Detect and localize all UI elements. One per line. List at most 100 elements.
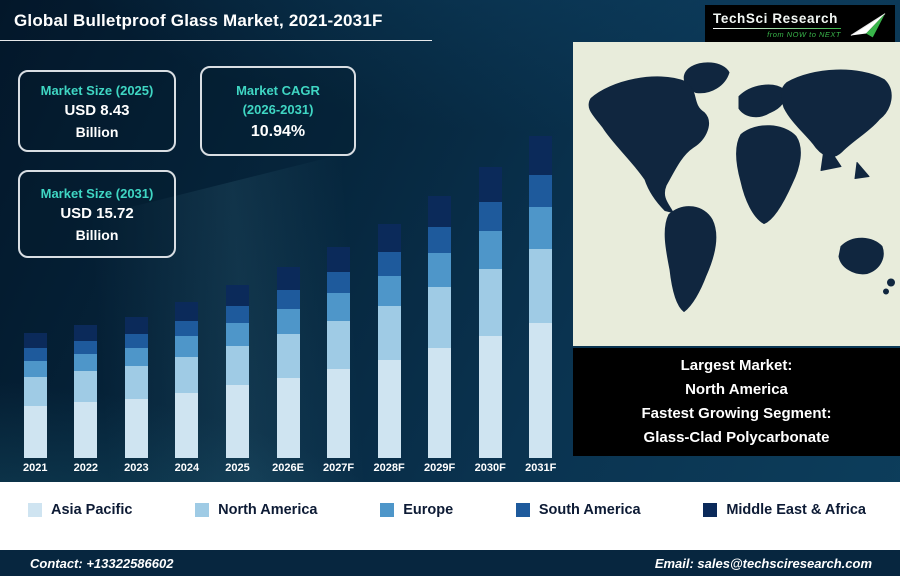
bar-segment [478, 166, 502, 202]
legend-swatch [195, 503, 210, 517]
bar-segment [276, 309, 300, 334]
legend-label: Europe [403, 502, 454, 518]
x-axis-label: 2029F [424, 462, 456, 474]
bar-column-2021 [10, 333, 61, 458]
legend-item-north-america: North America [195, 502, 318, 518]
market-size-2031-card: Market Size (2031) USD 15.72 Billion [18, 170, 176, 258]
note-line-2: North America [685, 381, 788, 398]
bar-segment [377, 224, 401, 253]
bar-segment [327, 369, 351, 458]
legend-item-middle-east-africa: Middle East & Africa [703, 502, 866, 518]
note-line-4: Glass-Clad Polycarbonate [643, 429, 830, 446]
bar-segment [478, 201, 502, 231]
bar-segment [74, 371, 98, 402]
bar-segment [276, 267, 300, 291]
bar-segment [23, 360, 47, 377]
bar-segment [327, 293, 351, 321]
x-axis-label: 2030F [474, 462, 506, 474]
bar-segment [529, 174, 553, 207]
bar-segment [225, 385, 249, 458]
bar-segment [529, 135, 553, 175]
legend-label: South America [538, 502, 641, 518]
bar-segment [175, 302, 199, 321]
legend-swatch [703, 503, 718, 517]
note-line-3: Fastest Growing Segment: [641, 405, 832, 422]
x-axis-label: 2026E [272, 462, 304, 474]
bar-column-2028F [364, 224, 415, 458]
bar-segment [478, 268, 502, 336]
bar-segment [23, 405, 47, 458]
bar-segment [124, 333, 148, 348]
bar-segment [74, 340, 98, 354]
bar-segment [327, 272, 351, 294]
stacked-bar [225, 285, 249, 458]
stacked-bar-chart: 2021 2022 2023 2024 2025 2026E 2027F 2028F 2029F… [10, 126, 566, 474]
market-cagr-card: Market CAGR (2026-2031) 10.94% [200, 66, 356, 156]
legend-swatch [380, 503, 395, 517]
stacked-bar [428, 195, 452, 458]
paper-plane-icon [850, 13, 886, 38]
bar-column-2031F [515, 135, 566, 458]
bar-segment [225, 345, 249, 386]
bar-segment [175, 356, 199, 393]
bar-segment [124, 398, 148, 458]
bar-column-2027F [313, 246, 364, 458]
stacked-bar [124, 316, 148, 458]
bar-segment [225, 305, 249, 324]
x-axis-label: 2025 [225, 462, 250, 474]
bar-segment [529, 248, 553, 323]
chart-x-axis: 2021 2022 2023 2024 2025 2026E 2027F 2028F 2029F… [10, 462, 566, 474]
card-value: USD 8.43 [64, 101, 130, 119]
techsci-logo: TechSci Research from NOW to NEXT [705, 5, 895, 45]
bar-segment [124, 347, 148, 367]
bar-segment [428, 287, 452, 348]
card-label-line2: (2026-2031) [242, 101, 314, 117]
bar-segment [225, 323, 249, 346]
x-axis-label: 2028F [373, 462, 405, 474]
card-label: Market Size (2031) [40, 185, 154, 201]
bar-segment [276, 377, 300, 458]
legend-label: Middle East & Africa [726, 502, 866, 518]
bar-segment [23, 376, 47, 406]
market-highlights-box: Largest Market: North America Fastest Gr… [573, 348, 900, 456]
bar-segment [377, 306, 401, 360]
bar-segment [478, 230, 502, 269]
x-axis-label: 2021 [23, 462, 48, 474]
market-size-2025-card: Market Size (2025) USD 8.43 Billion [18, 70, 176, 152]
bar-segment [175, 336, 199, 357]
stacked-bar [276, 267, 300, 458]
bar-column-2022 [61, 324, 112, 458]
bar-segment [276, 290, 300, 310]
logo-brand-text: TechSci Research [713, 11, 838, 26]
legend-item-south-america: South America [515, 502, 641, 518]
bar-column-2030F [465, 166, 516, 458]
bar-segment [74, 402, 98, 458]
stacked-bar [529, 135, 553, 458]
bar-column-2026E [263, 267, 314, 458]
world-map-graphic [573, 42, 900, 346]
bar-segment [377, 252, 401, 276]
bar-segment [124, 366, 148, 399]
title-underline [0, 40, 432, 41]
footer-contact: Contact: +13322586602 [30, 555, 174, 571]
card-value: 10.94% [250, 122, 306, 140]
bar-column-2024 [162, 302, 213, 458]
bar-segment [23, 333, 47, 349]
logo-divider [713, 28, 841, 29]
card-value: USD 15.72 [60, 204, 134, 222]
stacked-bar [175, 302, 199, 458]
bar-segment [74, 353, 98, 372]
bar-segment [428, 347, 452, 458]
bar-segment [428, 195, 452, 228]
bar-segment [529, 322, 553, 458]
legend-item-europe: Europe [380, 502, 453, 518]
chart-legend: Asia Pacific North America Europe South … [0, 482, 900, 548]
stacked-bar [377, 224, 401, 458]
bar-segment [175, 320, 199, 337]
logo-tagline: from NOW to NEXT [767, 30, 841, 39]
stacked-bar [23, 333, 47, 458]
legend-swatch [515, 503, 530, 517]
world-map [573, 42, 900, 346]
x-axis-label: 2031F [525, 462, 557, 474]
